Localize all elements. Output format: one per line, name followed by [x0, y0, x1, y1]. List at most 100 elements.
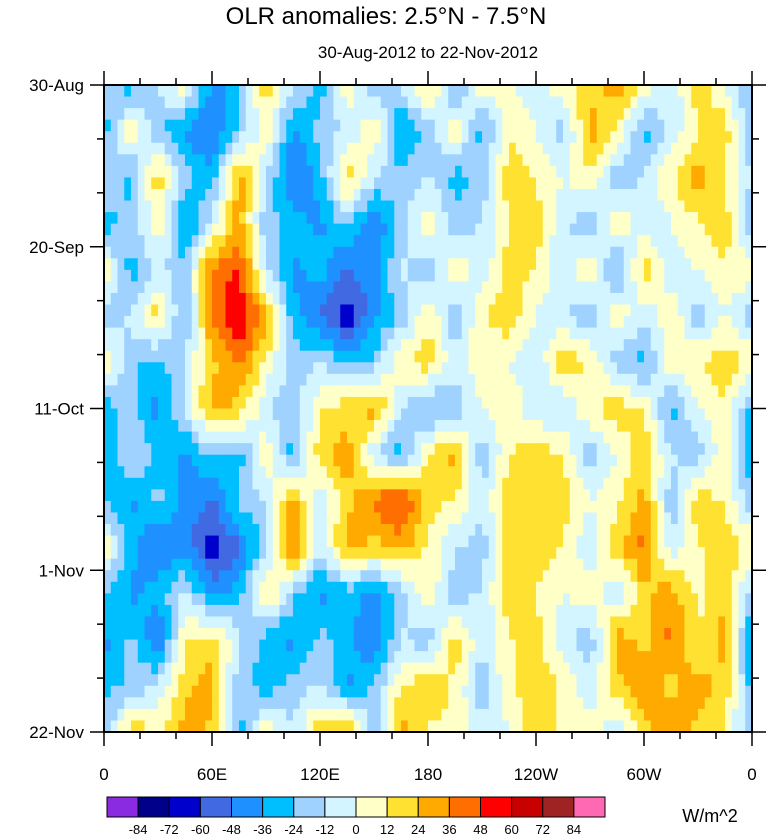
- heatmap-cell: [745, 477, 753, 490]
- heatmap-cell: [394, 581, 402, 594]
- heatmap-cell: [495, 512, 503, 525]
- heatmap-cell: [374, 570, 382, 583]
- heatmap-cell: [428, 292, 436, 306]
- heatmap-cell: [482, 570, 490, 583]
- heatmap-cell: [178, 604, 186, 618]
- heatmap-cell: [279, 339, 287, 352]
- heatmap-cell: [198, 269, 206, 283]
- heatmap-cell: [603, 477, 611, 490]
- heatmap-cell: [171, 200, 179, 213]
- heatmap-cell: [326, 558, 335, 571]
- heatmap-cell: [401, 524, 409, 537]
- heatmap-cell: [623, 154, 632, 167]
- heatmap-cell: [245, 200, 254, 213]
- heatmap-cell: [347, 177, 355, 190]
- heatmap-cell: [286, 304, 294, 317]
- heatmap-cell: [711, 258, 719, 271]
- heatmap-cell: [475, 454, 483, 467]
- heatmap-cell: [245, 593, 254, 606]
- heatmap-cell: [360, 547, 368, 560]
- heatmap-cell: [455, 558, 463, 571]
- heatmap-cell: [266, 524, 274, 537]
- heatmap-cell: [677, 385, 686, 398]
- heatmap-cell: [529, 131, 537, 144]
- heatmap-cell: [461, 200, 470, 213]
- heatmap-cell: [522, 373, 530, 386]
- heatmap-cell: [333, 489, 341, 502]
- heatmap-cell: [738, 420, 746, 433]
- heatmap-cell: [340, 535, 348, 548]
- heatmap-cell: [306, 408, 314, 421]
- heatmap-cell: [563, 246, 571, 259]
- heatmap-cell: [745, 373, 753, 386]
- heatmap-cell: [279, 535, 287, 548]
- heatmap-cell: [509, 96, 517, 109]
- heatmap-cell: [178, 223, 186, 236]
- heatmap-cell: [218, 581, 227, 594]
- heatmap-cell: [124, 685, 132, 698]
- heatmap-cell: [738, 316, 746, 329]
- heatmap-cell: [515, 651, 524, 664]
- heatmap-cell: [623, 85, 632, 98]
- heatmap-cell: [509, 628, 517, 641]
- heatmap-cell: [164, 524, 173, 537]
- heatmap-cell: [178, 142, 186, 155]
- heatmap-cell: [569, 373, 578, 386]
- heatmap-cell: [144, 235, 152, 248]
- heatmap-cell: [488, 408, 497, 421]
- heatmap-cell: [326, 512, 335, 525]
- heatmap-cell: [664, 639, 672, 652]
- heatmap-cell: [232, 350, 240, 363]
- heatmap-cell: [637, 223, 645, 236]
- heatmap-cell: [731, 512, 740, 525]
- heatmap-cell: [407, 466, 416, 479]
- heatmap-cell: [502, 524, 510, 537]
- heatmap-cell: [272, 362, 281, 375]
- heatmap-cell: [671, 651, 679, 664]
- heatmap-cell: [340, 524, 348, 537]
- heatmap-cell: [536, 651, 544, 664]
- heatmap-cell: [367, 85, 375, 98]
- heatmap-cell: [529, 651, 537, 664]
- heatmap-cell: [691, 177, 699, 190]
- heatmap-cell: [212, 142, 220, 155]
- heatmap-cell: [414, 581, 422, 594]
- heatmap-cell: [657, 165, 665, 179]
- heatmap-cell: [515, 131, 524, 144]
- heatmap-cell: [380, 674, 389, 687]
- heatmap-cell: [421, 651, 429, 664]
- heatmap-cell: [191, 246, 200, 259]
- heatmap-cell: [198, 639, 206, 652]
- heatmap-cell: [603, 396, 611, 410]
- heatmap-cell: [455, 581, 463, 594]
- heatmap-cell: [124, 581, 132, 594]
- heatmap-cell: [387, 373, 395, 386]
- heatmap-cell: [421, 246, 429, 259]
- heatmap-cell: [198, 165, 206, 179]
- heatmap-cell: [671, 327, 679, 340]
- heatmap-cell: [475, 281, 483, 294]
- heatmap-cell: [549, 142, 557, 155]
- heatmap-cell: [502, 604, 510, 618]
- heatmap-cell: [630, 396, 638, 410]
- heatmap-cell: [137, 662, 146, 675]
- heatmap-cell: [279, 396, 287, 410]
- heatmap-cell: [394, 639, 402, 652]
- heatmap-cell: [299, 235, 308, 248]
- heatmap-cell: [441, 396, 449, 410]
- heatmap-cell: [725, 339, 733, 352]
- heatmap-cell: [556, 235, 564, 248]
- heatmap-cell: [164, 500, 173, 514]
- heatmap-cell: [414, 200, 422, 213]
- heatmap-cell: [536, 385, 544, 398]
- heatmap-cell: [563, 431, 571, 444]
- heatmap-cell: [151, 616, 159, 629]
- heatmap-cell: [455, 269, 463, 283]
- heatmap-cell: [650, 466, 659, 479]
- heatmap-cell: [563, 212, 571, 225]
- heatmap-cell: [664, 281, 672, 294]
- heatmap-cell: [218, 558, 227, 571]
- heatmap-cell: [225, 524, 233, 537]
- heatmap-cell: [590, 558, 598, 571]
- heatmap-cell: [428, 362, 436, 375]
